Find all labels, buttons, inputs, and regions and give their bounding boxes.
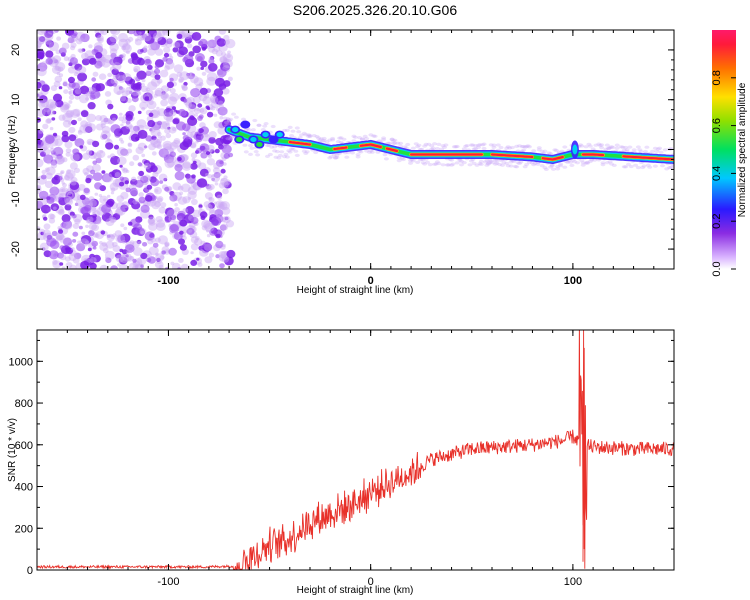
colorbar: 0.0 0.2 0.4 0.6 0.8 Normalized spectral ampl… bbox=[711, 30, 748, 277]
colorbar-tick-label: 0.6 bbox=[711, 118, 723, 133]
colorbar-gradient bbox=[712, 30, 736, 269]
x-tick-label: 0 bbox=[368, 275, 374, 287]
page-title: S206.2025.326.20.10.G06 bbox=[292, 2, 458, 18]
y-tick-label: 20 bbox=[10, 44, 22, 56]
snr-ylabel: SNR (10 * v/v) bbox=[7, 418, 18, 482]
y-tick-label: -20 bbox=[10, 241, 22, 257]
y-tick-label: 10 bbox=[10, 94, 22, 106]
y-tick-label: -10 bbox=[10, 191, 22, 207]
colorbar-tick-label: 0.8 bbox=[711, 70, 723, 85]
noise-region bbox=[37, 30, 236, 269]
x-tick-label: 100 bbox=[564, 275, 582, 287]
spectrogram-xlabel: Height of straight line (km) bbox=[297, 285, 414, 296]
colorbar-tick-label: 0.0 bbox=[711, 261, 723, 276]
snr-series-line bbox=[37, 330, 674, 570]
snr-xlabel: Height of straight line (km) bbox=[297, 585, 414, 596]
y-tick-label: 400 bbox=[15, 482, 33, 494]
signal-track bbox=[222, 111, 674, 171]
x-tick-label: -100 bbox=[157, 275, 179, 287]
x-tick-label: 0 bbox=[368, 576, 374, 588]
y-tick-label: 0 bbox=[27, 565, 33, 577]
y-tick-label: 800 bbox=[15, 398, 33, 410]
colorbar-tick-label: 0.4 bbox=[711, 166, 723, 181]
y-tick-label: 1000 bbox=[9, 356, 33, 368]
y-tick-label: 200 bbox=[15, 523, 33, 535]
spectrogram-ylabel: Frequency (Hz) bbox=[7, 116, 18, 185]
y-tick-label: 600 bbox=[15, 440, 33, 452]
y-tick-label: 0 bbox=[10, 146, 22, 152]
snr-frame bbox=[36, 329, 675, 571]
colorbar-label: Normalized spectral amplitude bbox=[737, 82, 748, 217]
colorbar-tick-label: 0.2 bbox=[711, 214, 723, 229]
x-tick-label: 100 bbox=[564, 576, 582, 588]
x-tick-label: -100 bbox=[157, 576, 179, 588]
